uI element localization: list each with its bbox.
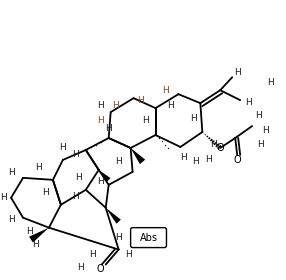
Text: H: H xyxy=(234,68,241,77)
Text: H: H xyxy=(76,173,82,182)
Text: H: H xyxy=(72,150,79,159)
Text: H: H xyxy=(142,116,149,125)
Text: O: O xyxy=(217,143,224,153)
Text: H: H xyxy=(267,78,273,87)
Text: H: H xyxy=(26,227,32,236)
Polygon shape xyxy=(99,170,110,182)
Text: H: H xyxy=(210,141,217,150)
Text: H: H xyxy=(35,164,42,172)
Text: H: H xyxy=(97,177,104,186)
FancyBboxPatch shape xyxy=(131,228,166,248)
Text: H: H xyxy=(0,193,7,202)
Text: H: H xyxy=(8,168,15,177)
Text: H: H xyxy=(97,101,104,110)
Text: H: H xyxy=(78,263,84,272)
Text: H: H xyxy=(33,240,39,249)
Text: Abs: Abs xyxy=(140,233,158,242)
Text: H: H xyxy=(125,250,132,259)
Text: H: H xyxy=(90,250,96,259)
Text: H: H xyxy=(72,192,79,201)
Text: O: O xyxy=(233,155,241,165)
Text: H: H xyxy=(262,125,269,134)
Text: H: H xyxy=(115,157,122,166)
Text: H: H xyxy=(167,101,174,110)
Text: H: H xyxy=(190,114,197,123)
Polygon shape xyxy=(106,208,121,224)
Polygon shape xyxy=(29,228,49,242)
Text: H: H xyxy=(257,141,263,150)
Text: H: H xyxy=(105,123,112,132)
Text: H: H xyxy=(43,188,49,197)
Text: H: H xyxy=(205,155,212,164)
Text: H: H xyxy=(255,111,261,120)
Text: H: H xyxy=(115,233,122,242)
Text: H: H xyxy=(192,157,199,166)
Text: H: H xyxy=(162,86,169,95)
Text: H: H xyxy=(137,96,144,105)
Text: H: H xyxy=(8,215,15,224)
Polygon shape xyxy=(131,148,145,164)
Text: O: O xyxy=(97,265,105,274)
Text: H: H xyxy=(180,153,187,162)
Text: H: H xyxy=(112,101,119,110)
Text: H: H xyxy=(97,116,104,125)
Text: H: H xyxy=(59,143,66,153)
Text: H: H xyxy=(245,98,251,107)
